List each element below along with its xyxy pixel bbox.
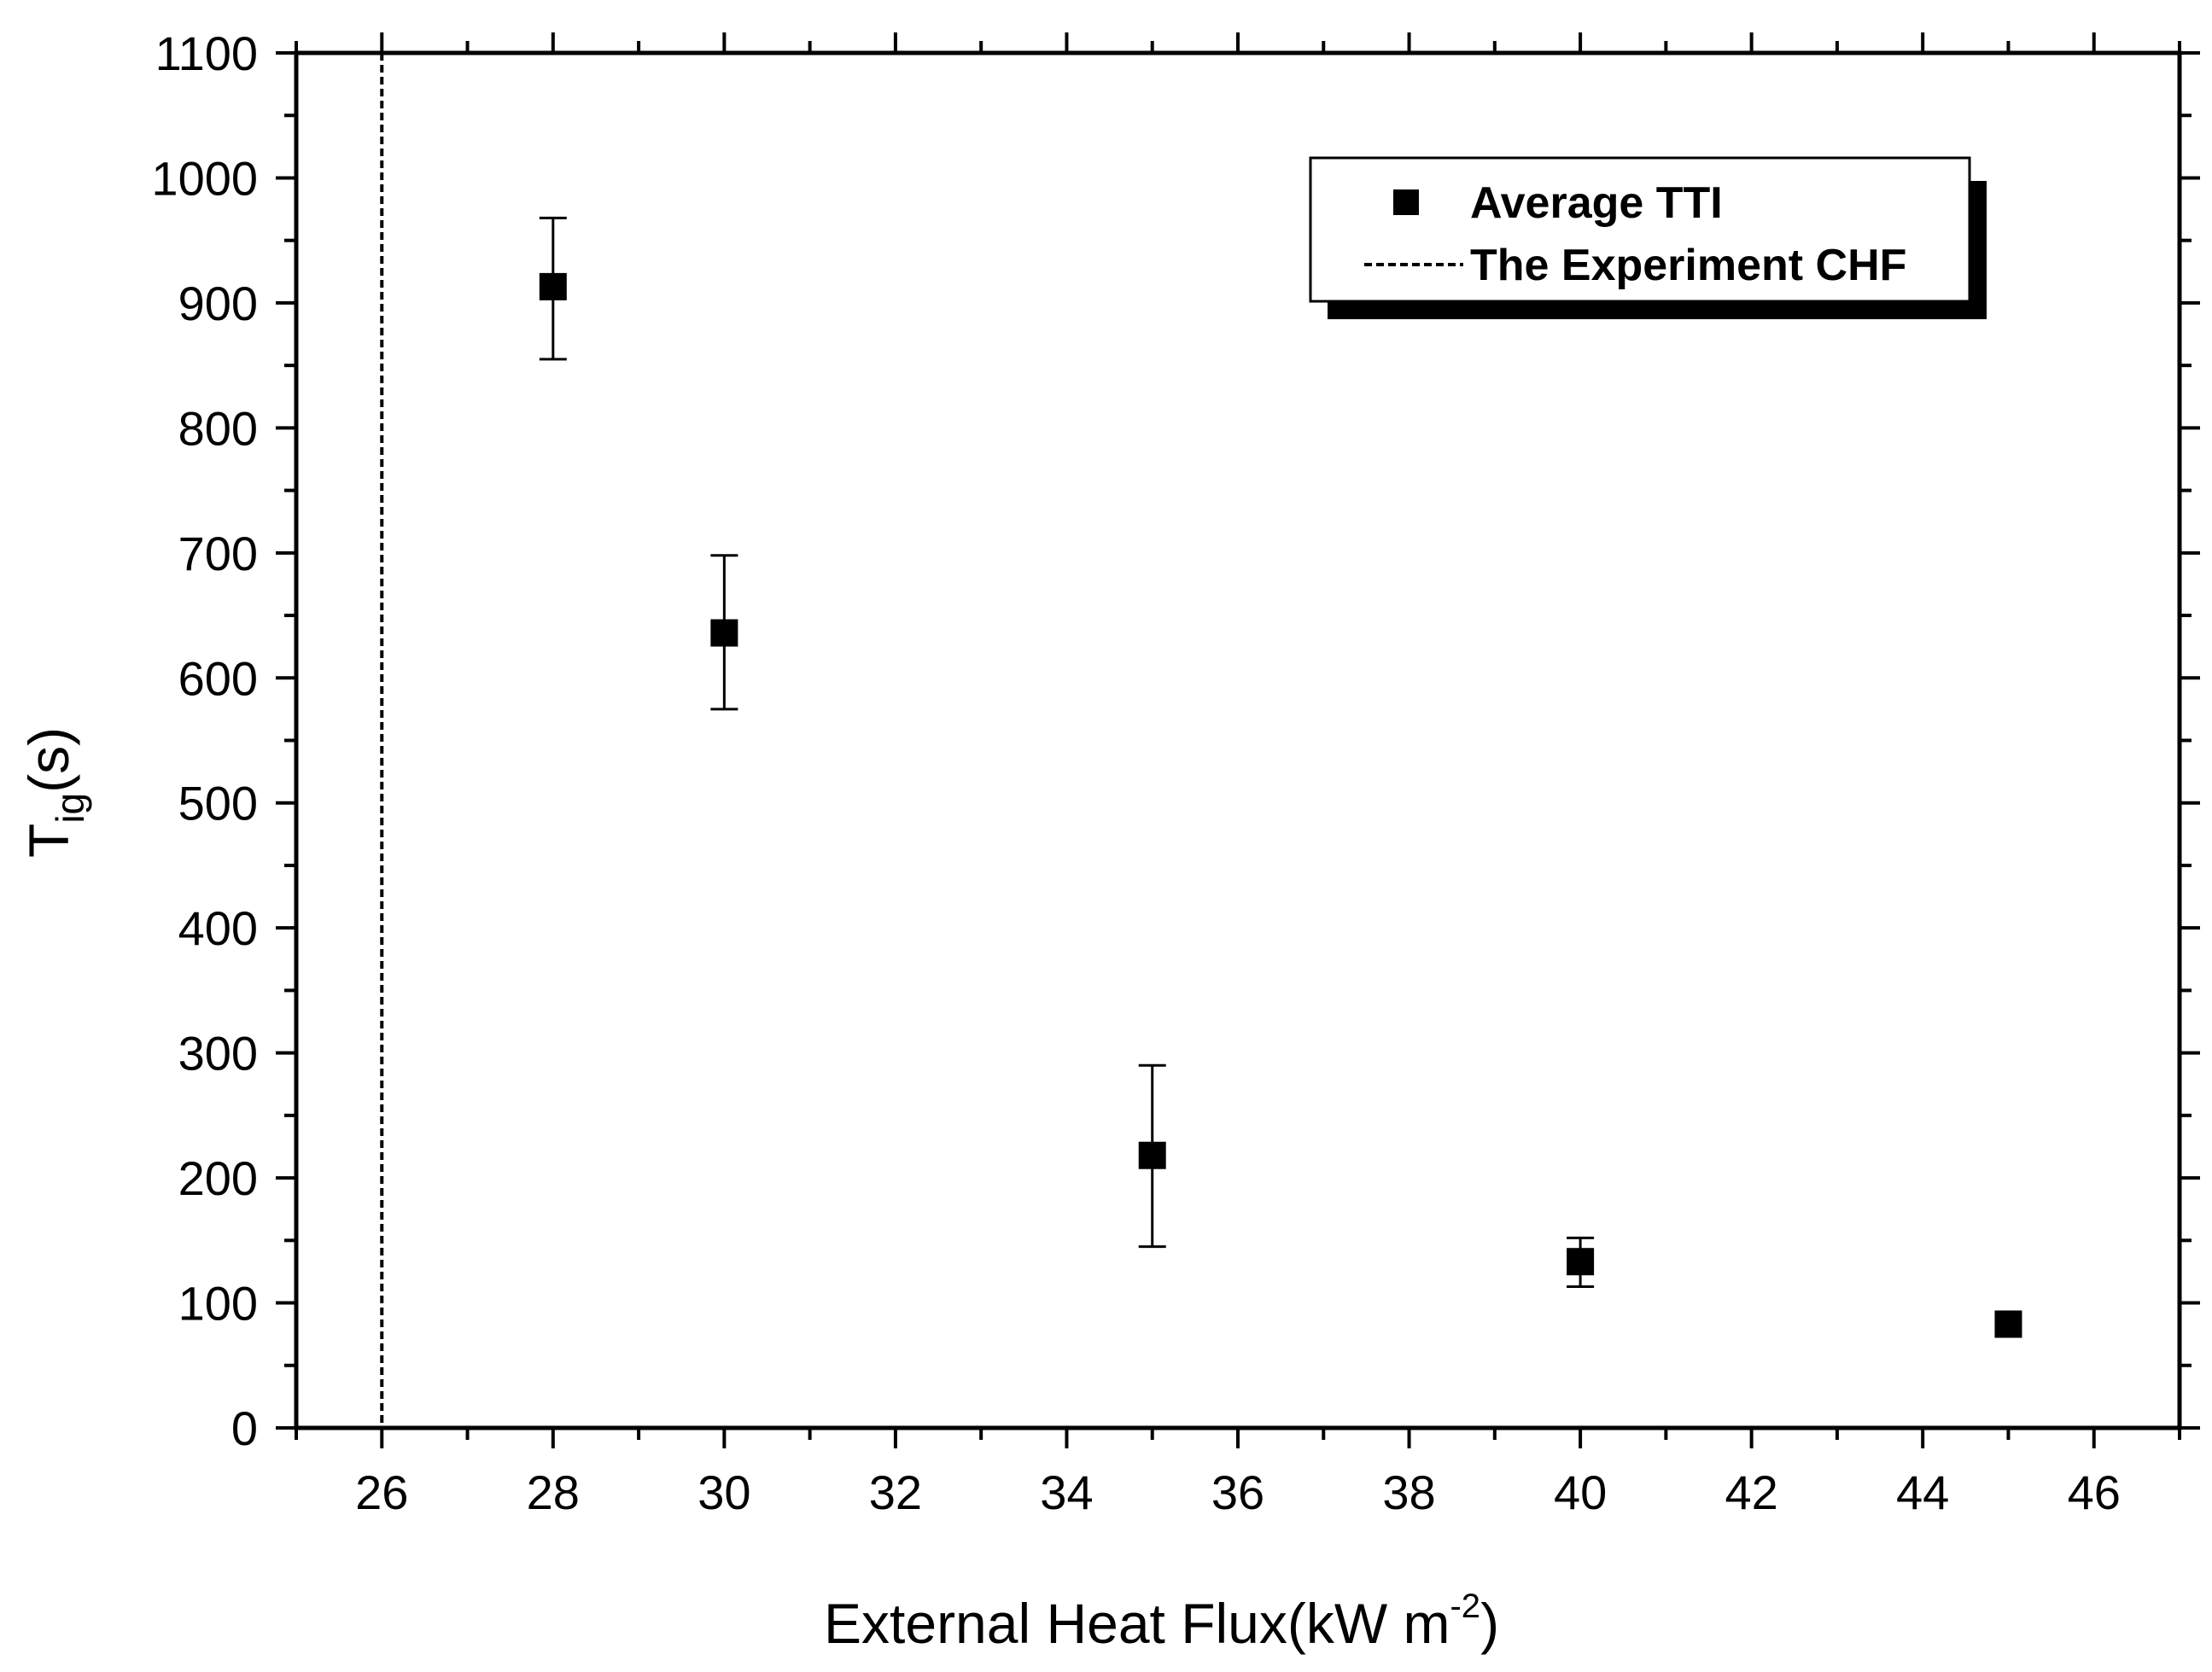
data-point (1567, 1248, 1595, 1276)
x-tick-label: 46 (2068, 1465, 2121, 1519)
legend-label-average-tti: Average TTI (1470, 178, 1723, 228)
y-tick-label: 1100 (155, 26, 258, 80)
y-tick-label: 200 (178, 1151, 258, 1205)
data-point (1994, 1310, 2022, 1338)
y-tick-label: 900 (178, 277, 258, 330)
x-tick-label: 28 (527, 1465, 580, 1519)
y-tick-label: 500 (178, 777, 258, 830)
y-tick-label: 300 (178, 1027, 258, 1081)
x-tick-label: 40 (1554, 1465, 1607, 1519)
x-axis-title-end: ) (1480, 1592, 1499, 1655)
legend-label-experiment-chf: The Experiment CHF (1470, 241, 1906, 290)
x-axis-title: External Heat Flux(kW m-2) (824, 1588, 1499, 1655)
data-point (539, 272, 567, 300)
series-layer (380, 53, 2022, 1428)
y-tick-label: 400 (178, 901, 258, 955)
x-tick-label: 34 (1040, 1465, 1093, 1519)
y-axis-title-sub: ig (48, 793, 92, 824)
y-tick-label: 700 (178, 527, 258, 580)
y-axis-title-main: T (17, 824, 80, 858)
y-axis-title: Tig(s) (17, 727, 92, 858)
y-tick-label: 1000 (151, 151, 258, 205)
y-tick-label: 800 (178, 401, 258, 455)
data-point (710, 619, 738, 647)
x-tick-label: 42 (1725, 1465, 1777, 1519)
x-tick-label: 32 (869, 1465, 922, 1519)
x-tick-label: 26 (355, 1465, 408, 1519)
x-tick-label: 38 (1382, 1465, 1435, 1519)
y-tick-label: 600 (178, 651, 258, 705)
y-axis-title-end: (s) (17, 727, 80, 793)
legend-marker-square (1393, 189, 1419, 215)
x-tick-label: 36 (1211, 1465, 1264, 1519)
tick-labels: 26 28 30 32 34 36 38 40 42 44 46 0 100 200 300 400 500 60… (151, 26, 2120, 1519)
legend: Average TTI The Experiment CHF (1309, 156, 1987, 319)
axis-ticks (276, 32, 2200, 1448)
x-tick-label: 30 (697, 1465, 750, 1519)
data-point (1138, 1141, 1166, 1169)
y-tick-label: 0 (231, 1401, 258, 1455)
x-tick-label: 44 (1896, 1465, 1949, 1519)
x-axis-title-main: External Heat Flux(kW m (824, 1592, 1450, 1655)
y-tick-label: 100 (178, 1277, 258, 1331)
x-axis-title-sup: -2 (1450, 1588, 1480, 1625)
legend-box (1309, 156, 1971, 303)
